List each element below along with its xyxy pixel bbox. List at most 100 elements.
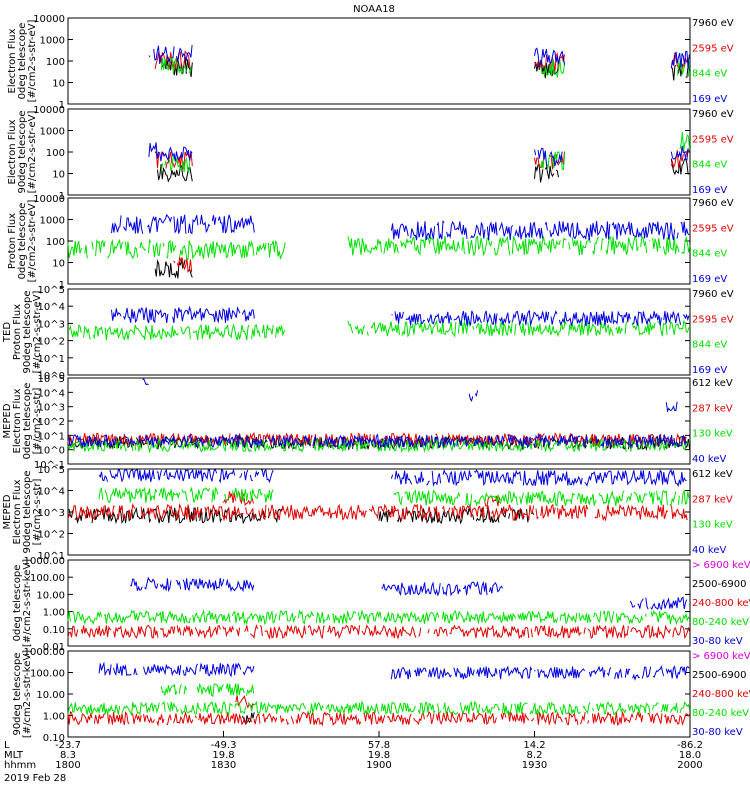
panel-6: 10^1 10^2 10^3 10^4 10^5 MEPED Electron Flux 90… <box>2 465 733 562</box>
y-tick-label: 10^5 <box>38 465 65 476</box>
y-tick-label: 1000 <box>40 36 65 47</box>
legend-entry: 80-240 keV <box>692 708 749 719</box>
x-tick-time: 1800 <box>55 760 80 771</box>
y-tick-label: 10^5 <box>38 285 65 296</box>
panel-1: 1 10 100 1000 10000 Electron Flux 0deg telesco… <box>7 14 734 111</box>
legend-entry: 30-80 keV <box>692 727 743 738</box>
series-trace <box>534 147 563 167</box>
y-tick-label: 1 <box>59 280 65 291</box>
series-trace <box>160 56 192 75</box>
y-tick-label: 10^4 <box>38 302 65 313</box>
series-trace <box>378 507 535 525</box>
y-tick-label: 10^4 <box>38 487 65 498</box>
y-tick-label: 10000 <box>33 105 65 116</box>
legend-entry: > 6900 keV <box>692 560 750 571</box>
legend-entry: 169 eV <box>692 365 727 376</box>
series-trace <box>534 47 565 69</box>
y-tick-label: 1 <box>59 100 65 111</box>
legend-entry: 169 eV <box>692 274 727 285</box>
legend-entry: 844 eV <box>692 160 727 171</box>
y-axis-label: [#/cm2-s-str-eV] <box>27 20 38 103</box>
y-axis-label: 0deg telescope <box>12 565 23 642</box>
series-trace <box>130 576 255 593</box>
legend-entry: 169 eV <box>692 185 727 196</box>
series-trace <box>670 145 689 161</box>
series-trace <box>98 661 255 678</box>
y-tick-label: 100 <box>46 57 65 68</box>
y-axis-label: [#/cm2-s-str] <box>32 387 43 454</box>
x-tick-mlt: 19.8 <box>368 750 390 761</box>
y-axis-label: TED <box>2 322 13 343</box>
series-trace <box>630 597 689 609</box>
y-tick-label: 10^0 <box>38 371 65 382</box>
series-trace <box>390 220 690 241</box>
series-trace <box>111 213 255 235</box>
x-tick-time: 1830 <box>211 760 236 771</box>
y-tick-label: 1.00 <box>43 608 65 619</box>
y-tick-label: 1.00 <box>43 712 65 723</box>
y-tick-label: 10.00 <box>36 690 65 701</box>
y-axis-label: 0deg telescope <box>22 383 33 460</box>
panel-2: 1 10 100 1000 10000 Electron Flux 90deg telesc… <box>7 105 734 202</box>
footer-row-label: MLT <box>4 750 24 761</box>
y-axis-label: Electron Flux <box>12 479 23 544</box>
y-tick-label: 10^1 <box>38 551 65 562</box>
y-axis-label: Electron Flux <box>7 119 18 184</box>
legend-entry: 612 keV <box>692 378 733 389</box>
x-tick-time: 1900 <box>366 760 391 771</box>
y-tick-label: 10^0 <box>38 446 65 457</box>
legend-entry: 169 eV <box>692 94 727 105</box>
y-axis-label: [#/cm2-s-str-keV] <box>22 559 33 647</box>
date-label: 2019 Feb 28 <box>4 773 66 784</box>
footer-row-label: hhmm <box>4 760 36 771</box>
series-trace <box>540 58 566 79</box>
series-trace <box>157 164 193 183</box>
series-trace <box>98 468 274 484</box>
y-tick-label: 1000 <box>40 216 65 227</box>
series-trace <box>160 154 191 174</box>
series-trace <box>111 305 255 324</box>
series-trace <box>665 401 678 413</box>
legend-entry: 7960 eV <box>692 18 734 29</box>
series-trace <box>485 496 503 506</box>
y-axis-label: [#/cm2-s-str-keV] <box>22 650 33 738</box>
series-trace <box>67 609 691 626</box>
series-trace <box>393 489 690 508</box>
panel-frame <box>67 108 691 196</box>
panel-5: 10^-1 10^0 10^1 10^2 10^3 10^4 10^5 MEPED Electr… <box>2 374 733 471</box>
y-axis-label: 0deg telescope <box>17 203 28 280</box>
series-trace <box>347 234 691 257</box>
x-tick-mlt: 8.2 <box>527 750 543 761</box>
series-trace <box>468 390 479 402</box>
y-axis-label: MEPED <box>2 403 13 438</box>
y-axis-label: [#/cm2-s-str-eV] <box>32 291 43 374</box>
y-tick-label: 10^1 <box>38 431 65 442</box>
y-tick-label: 10^2 <box>38 337 65 348</box>
y-tick-label: 10^-1 <box>34 460 65 471</box>
series-trace <box>381 580 504 597</box>
legend-entry: 240-800 keV <box>692 689 750 700</box>
series-trace <box>679 132 691 152</box>
legend-entry: 7960 eV <box>692 289 734 300</box>
y-axis-label: 90deg telescope <box>17 110 28 193</box>
series-trace <box>67 323 286 341</box>
series-trace <box>391 470 689 485</box>
y-tick-label: 1000.00 <box>24 556 65 567</box>
y-axis-label: Electron Flux <box>12 388 23 453</box>
series-trace <box>148 44 193 65</box>
x-tick-mlt: 8.3 <box>60 750 76 761</box>
y-tick-label: 0.01 <box>43 642 65 653</box>
legend-entry: 287 keV <box>692 494 733 505</box>
y-tick-label: 100.00 <box>30 669 65 680</box>
y-tick-label: 10^3 <box>38 403 65 414</box>
legend-entry: 7960 eV <box>692 109 734 120</box>
legend-entry: 2595 eV <box>692 314 734 325</box>
legend-entry: 844 eV <box>692 69 727 80</box>
x-tick-l: 14.2 <box>523 740 545 751</box>
series-trace <box>223 491 254 506</box>
y-axis-label: 90deg telescope <box>12 652 23 735</box>
series-trace <box>534 164 559 183</box>
legend-entry: 844 eV <box>692 340 727 351</box>
